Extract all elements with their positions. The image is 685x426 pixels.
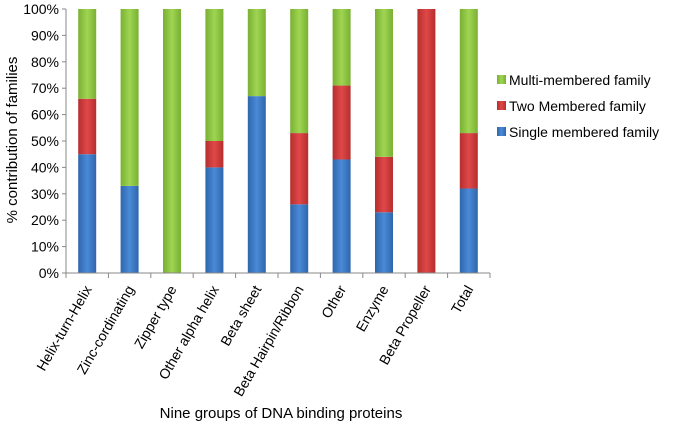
x-tick-label: Total xyxy=(448,283,477,317)
y-tick-label: 0% xyxy=(39,265,59,281)
bar-segment-single-membered-family xyxy=(375,212,393,273)
bar-segment-single-membered-family xyxy=(332,159,351,273)
bar-segment-single-membered-family xyxy=(205,167,224,273)
x-tick-label: Enzyme xyxy=(352,282,391,334)
bar-segment-multi-membered-family xyxy=(375,9,393,157)
y-tick-label: 80% xyxy=(31,54,59,70)
legend-swatch xyxy=(497,75,506,84)
legend-swatch xyxy=(497,101,506,110)
y-tick-label: 40% xyxy=(31,159,59,175)
legend-label: Two Membered family xyxy=(509,98,646,114)
bar-segment-multi-membered-family xyxy=(332,9,351,86)
bar-segment-two-membered-family xyxy=(205,141,224,168)
x-tick-label: Zipper type xyxy=(131,282,180,351)
bar-segment-single-membered-family xyxy=(120,185,139,273)
bar-segment-single-membered-family xyxy=(78,154,97,273)
y-axis-label: % contribution of families xyxy=(4,57,21,224)
bar-segment-multi-membered-family xyxy=(163,9,181,273)
x-tick-label: Other xyxy=(318,282,350,321)
y-axis-ticks: 0% 10% 20% 30% 40% 50% 60% 70% 80% 90% 100% xyxy=(23,1,66,281)
bar-segment-two-membered-family xyxy=(78,98,97,155)
legend: Multi-membered family Two Membered family… xyxy=(497,72,659,140)
bar-segment-two-membered-family xyxy=(375,156,393,213)
y-tick-label: 20% xyxy=(31,212,59,228)
bar-segment-two-membered-family xyxy=(332,85,351,160)
y-tick-label: 30% xyxy=(31,186,59,202)
bar-segment-two-membered-family xyxy=(417,9,436,273)
bar-segment-multi-membered-family xyxy=(78,9,97,99)
bar-segment-multi-membered-family xyxy=(120,9,139,186)
bar-segment-multi-membered-family xyxy=(205,9,224,141)
bar-segment-multi-membered-family xyxy=(459,9,478,134)
y-tick-label: 70% xyxy=(31,80,59,96)
bar-segment-multi-membered-family xyxy=(290,9,309,134)
y-tick-label: 10% xyxy=(31,239,59,255)
y-tick-label: 100% xyxy=(23,1,59,17)
bar-segment-multi-membered-family xyxy=(247,9,266,97)
bar-segment-single-membered-family xyxy=(459,188,478,273)
bar-segment-single-membered-family xyxy=(247,96,266,274)
y-tick-label: 50% xyxy=(31,133,59,149)
x-axis-label: Nine groups of DNA binding proteins xyxy=(160,405,403,422)
legend-label: Multi-membered family xyxy=(509,72,651,88)
legend-swatch xyxy=(497,127,506,136)
y-tick-label: 60% xyxy=(31,107,59,123)
bars xyxy=(78,9,478,274)
bar-segment-two-membered-family xyxy=(290,133,309,205)
y-tick-label: 90% xyxy=(31,27,59,43)
bar-segment-single-membered-family xyxy=(290,204,309,273)
bar-segment-two-membered-family xyxy=(459,133,478,189)
legend-label: Single membered family xyxy=(509,124,659,140)
x-tick-label: Beta sheet xyxy=(217,282,264,348)
